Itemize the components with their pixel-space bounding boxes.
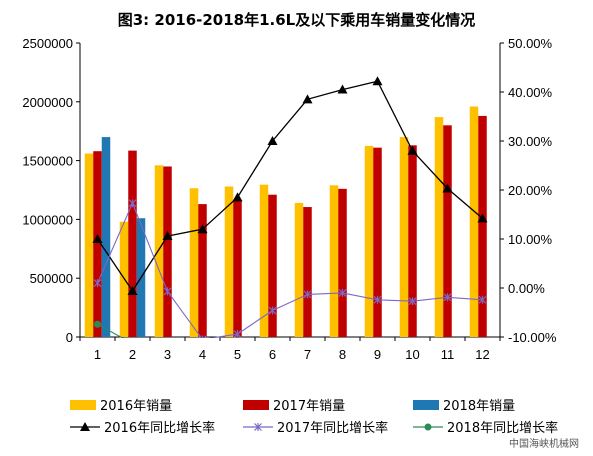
left-tick-label: 500000 xyxy=(30,271,73,286)
x-tick-label: 1 xyxy=(94,347,101,362)
star-marker xyxy=(408,297,417,306)
series-line xyxy=(97,323,124,338)
triangle-marker xyxy=(407,145,418,155)
bar xyxy=(338,188,347,337)
x-tick-label: 2 xyxy=(129,347,136,362)
x-tick-label: 6 xyxy=(269,347,276,362)
right-tick-label: -10.00% xyxy=(508,330,557,345)
x-tick-label: 7 xyxy=(304,347,311,362)
watermark: 中国海峡机械网 xyxy=(509,439,579,450)
legend-label: 2018年销量 xyxy=(443,399,515,414)
x-tick-label: 8 xyxy=(339,347,346,362)
left-tick-label: 2000000 xyxy=(22,95,73,110)
star-marker xyxy=(163,287,172,296)
triangle-marker xyxy=(232,192,243,202)
bar xyxy=(163,166,172,337)
bar xyxy=(294,202,304,337)
bar xyxy=(478,115,487,337)
series-line xyxy=(96,201,483,338)
x-tick-label: 10 xyxy=(405,347,419,362)
circle-marker xyxy=(94,320,101,328)
star-marker xyxy=(478,295,487,304)
legend-label: 2017年销量 xyxy=(273,399,345,414)
bar xyxy=(189,188,199,337)
right-tick-label: 20.00% xyxy=(508,183,553,198)
triangle-marker xyxy=(477,213,488,223)
legend-label: 2018年同比增长率 xyxy=(447,420,558,436)
legend-label: 2016年同比增长率 xyxy=(104,420,215,436)
left-tick-label: 0 xyxy=(66,330,73,345)
x-tick-label: 11 xyxy=(441,347,455,362)
right-tick-label: 40.00% xyxy=(508,85,553,100)
legend: 2016年销量 2017年销量 2018年销量 2016年同比增长率 2017年同比增长… xyxy=(70,399,558,436)
bar xyxy=(259,184,269,337)
x-tick-label: 9 xyxy=(374,347,381,362)
triangle-marker xyxy=(442,183,453,193)
right-tick-label: 10.00% xyxy=(508,232,553,247)
legend-swatch xyxy=(243,400,269,410)
star-marker xyxy=(303,290,312,299)
left-tick-label: 2500000 xyxy=(22,36,73,51)
bar xyxy=(443,125,452,337)
bar xyxy=(408,145,417,337)
axes xyxy=(76,42,504,341)
star-marker xyxy=(338,288,347,297)
x-tick-label: 12 xyxy=(475,347,489,362)
star-marker xyxy=(93,279,102,288)
legend-swatch xyxy=(413,400,439,410)
triangle-marker xyxy=(302,94,313,104)
tick-labels: 0 500000 1000000 1500000 2000000 2500000 -10.0… xyxy=(22,36,556,362)
bar xyxy=(93,151,102,337)
star-marker xyxy=(128,199,137,208)
triangle-marker xyxy=(267,136,278,145)
triangle-marker xyxy=(92,234,103,243)
marker-group xyxy=(92,76,488,347)
bar xyxy=(469,106,479,337)
bar xyxy=(233,200,242,337)
bar-series-group xyxy=(84,106,487,337)
triangle-marker xyxy=(337,84,348,94)
bar xyxy=(198,204,207,337)
series-line xyxy=(96,80,483,293)
bar xyxy=(128,150,137,337)
line-series-group xyxy=(96,80,483,338)
bar xyxy=(434,117,444,337)
right-tick-label: 30.00% xyxy=(508,134,553,149)
triangle-marker xyxy=(80,422,90,431)
legend-swatch xyxy=(70,400,96,410)
bar xyxy=(329,185,339,337)
star-marker xyxy=(443,293,452,302)
legend-label: 2017年同比增长率 xyxy=(277,420,388,436)
triangle-marker xyxy=(197,224,208,234)
bar xyxy=(154,165,164,337)
legend-label: 2016年销量 xyxy=(100,399,172,414)
bar xyxy=(364,145,374,337)
star-marker xyxy=(268,306,277,315)
left-tick-label: 1500000 xyxy=(22,154,73,169)
x-tick-label: 4 xyxy=(199,347,206,362)
star-marker xyxy=(233,330,242,338)
bar xyxy=(224,186,234,337)
star-marker xyxy=(254,423,262,431)
star-marker xyxy=(373,295,382,304)
triangle-marker xyxy=(162,231,173,241)
star-marker xyxy=(198,335,207,338)
bar xyxy=(268,194,277,337)
circle-marker xyxy=(129,340,136,347)
bar xyxy=(84,153,94,337)
bar xyxy=(373,147,382,337)
bar xyxy=(399,137,409,337)
chart-title: 图3: 2016-2018年1.6L及以下乘用车销量变化情况 xyxy=(117,11,476,29)
x-tick-label: 3 xyxy=(164,347,171,362)
triangle-marker xyxy=(127,285,138,295)
bar xyxy=(303,207,312,337)
circle-marker xyxy=(424,423,432,431)
left-tick-label: 1000000 xyxy=(22,212,73,227)
bar xyxy=(101,137,111,337)
triangle-marker xyxy=(372,76,383,86)
right-tick-label: 50.00% xyxy=(508,36,553,51)
right-tick-label: 0.00% xyxy=(508,281,545,296)
x-tick-label: 5 xyxy=(234,347,241,362)
